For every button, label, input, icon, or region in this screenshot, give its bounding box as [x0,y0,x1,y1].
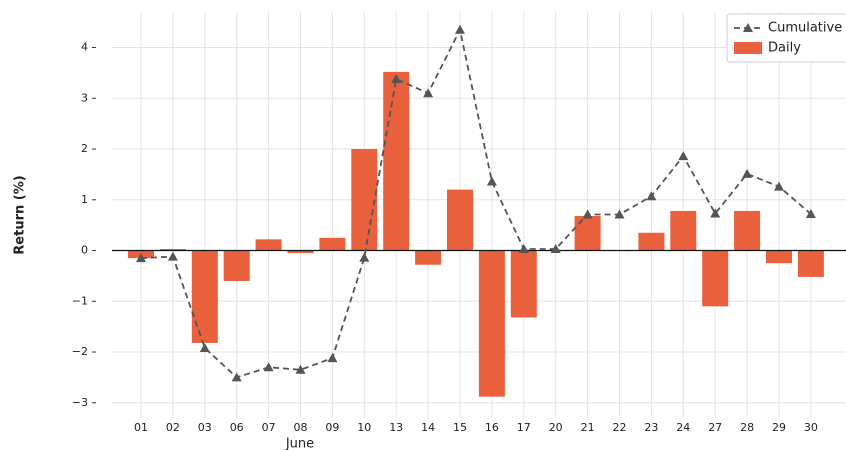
bar [255,239,282,251]
x-tick-label: 21 [581,421,595,434]
line-marker [327,353,338,363]
x-axis-label: June [285,437,314,450]
x-tick-label: 07 [262,421,276,434]
y-tick-label: 4 [81,41,88,54]
x-tick-label: 16 [485,421,499,434]
legend-marker [743,23,753,32]
x-tick-label: 03 [198,421,212,434]
y-tick-label: −2 [72,345,88,358]
bar [415,250,442,265]
line-marker [518,244,529,254]
line-marker [614,209,625,219]
y-tick-label: 0 [81,244,88,257]
x-tick-label: 06 [230,421,244,434]
line-marker [646,191,657,201]
line-marker [742,168,753,178]
line-marker [295,364,306,374]
line-marker [805,208,816,218]
y-tick-label: 1 [81,193,88,206]
x-tick-label: 13 [389,421,403,434]
bar [159,249,186,251]
x-tick-label: 22 [613,421,627,434]
bar [670,210,697,251]
line-marker [710,208,721,218]
legend-label: Daily [768,41,801,56]
y-tick-label: 3 [81,91,88,104]
x-tick-label: 15 [453,421,467,434]
cumulative-line [140,27,812,379]
line-marker [423,88,434,98]
legend-label: Cumulative [768,21,842,36]
line-marker [136,253,146,263]
x-tick-label: 20 [549,421,563,434]
y-tick-label: 2 [81,142,88,155]
y-tick-label: −3 [72,396,88,409]
x-tick-label: 17 [517,421,531,434]
x-tick-label: 08 [294,421,308,434]
line-marker [199,342,210,352]
line-marker [455,24,465,34]
line-marker [167,251,178,261]
bar [797,250,824,277]
bar [574,216,601,251]
bar [766,250,792,264]
x-tick-label: 01 [134,421,148,434]
x-tick-label: 10 [357,421,371,434]
y-tick-label: −1 [72,294,88,307]
line-marker [231,372,242,382]
legend-swatch [734,42,762,54]
bar [383,71,410,251]
x-tick-label: 29 [772,421,786,434]
bar [351,149,378,251]
x-tick-label: 02 [166,421,180,434]
x-tick-label: 23 [644,421,658,434]
bar [319,237,346,251]
bar [734,210,761,251]
legend: Cumulative Daily [726,13,846,63]
bar [478,250,505,397]
bar [191,250,218,343]
x-tick-label: 24 [676,421,690,434]
bar [510,250,537,318]
bar [447,189,473,251]
line-marker [550,244,561,254]
y-axis-label: Return (%) [13,175,28,254]
line-marker [263,362,274,372]
x-tick-label: 30 [804,421,818,434]
bar [638,232,665,251]
x-tick-label: 27 [708,421,722,434]
bar [702,250,729,307]
line-marker [774,181,784,191]
bar [287,250,314,254]
x-tick-label: 28 [740,421,754,434]
x-tick-label: 14 [421,421,435,434]
line-marker [678,151,689,161]
line-marker [582,209,593,219]
line-marker [359,252,370,262]
line-marker [486,176,497,186]
line-marker [391,73,402,83]
x-tick-label: 09 [325,421,339,434]
bar [223,250,250,281]
